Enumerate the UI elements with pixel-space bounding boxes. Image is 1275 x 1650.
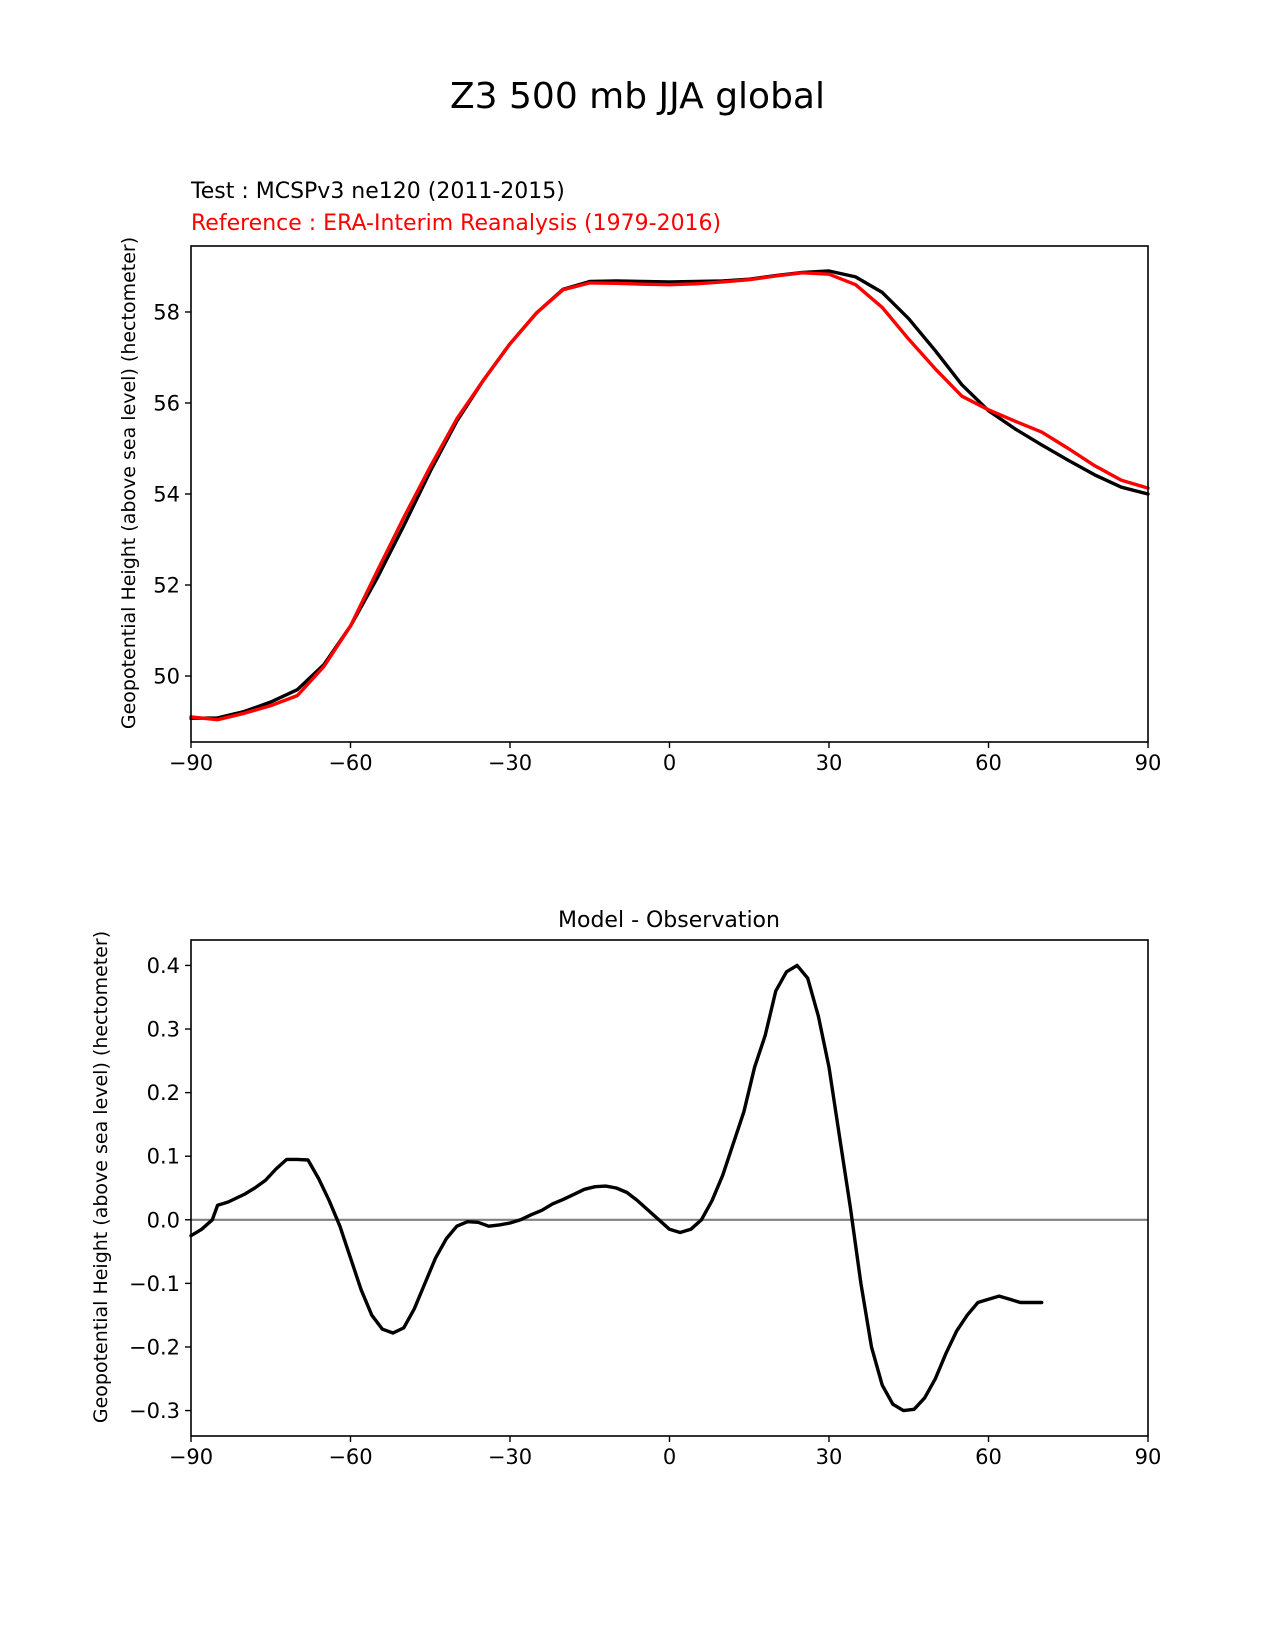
top-chart-ytick-label: 54 — [153, 483, 180, 507]
top-chart-ylabel: Geopotential Height (above sea level) (h… — [118, 237, 140, 729]
bottom-chart-xtick-label: −30 — [488, 1445, 532, 1469]
bottom-chart-xtick-label: 60 — [975, 1445, 1002, 1469]
bottom-chart-ytick-label: 0.0 — [147, 1208, 180, 1232]
bottom-chart-xtick-label: 30 — [816, 1445, 843, 1469]
bottom-chart-ytick-label: 0.4 — [147, 954, 180, 978]
bottom-chart-ylabel: Geopotential Height (above sea level) (h… — [90, 931, 112, 1423]
bottom-chart-ytick-label: −0.2 — [129, 1335, 180, 1359]
top-chart-reference-label: Reference : ERA-Interim Reanalysis (1979… — [191, 211, 721, 236]
top-chart-xtick-label: 60 — [975, 751, 1002, 775]
top-chart-xtick-label: 90 — [1135, 751, 1162, 775]
bottom-chart-frame — [190, 939, 1149, 1437]
top-chart-ytick-label: 52 — [153, 574, 180, 598]
bottom-chart-xtick-label: 90 — [1135, 1445, 1162, 1469]
bottom-chart-ytick-label: 0.2 — [147, 1081, 180, 1105]
bottom-chart-ytick-label: 0.1 — [147, 1145, 180, 1169]
bottom-chart-xtick-label: −90 — [169, 1445, 213, 1469]
figure-title: Z3 500 mb JJA global — [450, 76, 825, 117]
top-chart-frame — [190, 245, 1149, 743]
top-chart-ytick-label: 50 — [153, 665, 180, 689]
top-chart-xtick-label: 30 — [816, 751, 843, 775]
bottom-chart-title: Model - Observation — [558, 908, 780, 933]
top-chart-test-label: Test : MCSPv3 ne120 (2011-2015) — [190, 179, 565, 204]
bottom-chart: Model - Observation Geopotential Height … — [90, 908, 1161, 1469]
top-chart-ytick-label: 58 — [153, 300, 180, 324]
bottom-chart-series-diff — [189, 963, 1044, 1413]
top-chart-ytick-label: 56 — [153, 391, 180, 415]
top-chart-series-reference — [189, 271, 1150, 722]
bottom-chart-xtick-label: −60 — [328, 1445, 372, 1469]
top-chart: Test : MCSPv3 ne120 (2011-2015) Referenc… — [118, 179, 1161, 775]
top-chart-xtick-label: 0 — [663, 751, 676, 775]
top-chart-xtick-label: −30 — [488, 751, 532, 775]
top-chart-xtick-label: −60 — [328, 751, 372, 775]
bottom-chart-ytick-label: 0.3 — [147, 1018, 180, 1042]
bottom-chart-ytick-label: −0.1 — [129, 1272, 180, 1296]
top-chart-xtick-label: −90 — [169, 751, 213, 775]
bottom-chart-xtick-label: 0 — [663, 1445, 676, 1469]
bottom-chart-ytick-label: −0.3 — [129, 1399, 180, 1423]
